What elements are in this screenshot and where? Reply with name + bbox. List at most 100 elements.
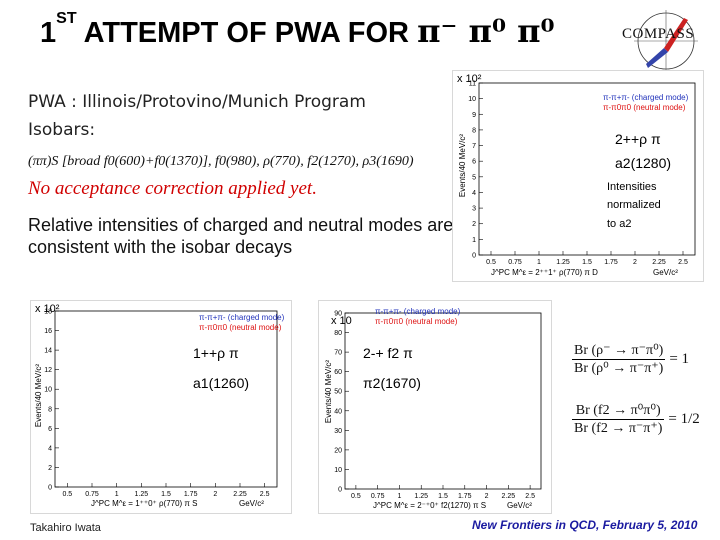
x-tick-label: 2 [213, 491, 217, 498]
slide-title: 1ST ATTEMPT OF PWA FOR π⁻ π⁰ π⁰ [40, 10, 555, 50]
legend-neutral: π-π0π0 (neutral mode) [603, 103, 686, 112]
y-tick-label: 3 [472, 206, 476, 213]
legend-neutral: π-π0π0 (neutral mode) [375, 317, 458, 326]
resonance-label: a1(1260) [193, 375, 250, 391]
ratio-f2-num: Br (f2 → π⁰π⁰) [572, 402, 665, 420]
y-tick-label: 0 [472, 253, 476, 260]
plot-scale-label: x 10 [331, 315, 352, 327]
plot-frame [54, 310, 278, 488]
plot-1pp-rho-pi: 0.5 0.75 1 1.25 1.5 1.75 2 2.25 2.5 0 2 4 6 8 10 12 14 16… [30, 300, 292, 514]
x-tick-label: 1.5 [161, 491, 171, 498]
y-tick-label: 40 [334, 408, 342, 415]
ratio-f2-den: Br (f2 → π⁻π⁺) [574, 421, 663, 436]
note-intensities: Intensities [607, 181, 657, 193]
y-tick-label: 30 [334, 428, 342, 435]
wave-label: 2-+ f2 π [363, 345, 413, 361]
y-tick-label: 20 [334, 447, 342, 454]
footer-event: New Frontiers in QCD, February 5, 2010 [472, 518, 698, 532]
plot-xunit: GeV/c² [507, 501, 532, 510]
y-tick-label: 18 [44, 309, 52, 316]
x-tick-label: 2.25 [233, 491, 247, 498]
y-tick-label: 0 [338, 487, 342, 494]
plot-xlabel: J^PC M^ε = 2⁻⁺0⁺ f2(1270) π S [373, 501, 487, 510]
x-tick-label: 1.5 [438, 493, 448, 500]
y-tick-label: 2 [472, 221, 476, 228]
ratio-f2-val: = 1/2 [668, 411, 700, 427]
y-tick-label: 7 [472, 143, 476, 150]
x-tick-label: 0.5 [486, 259, 496, 266]
x-tick-label: 1.25 [556, 259, 570, 266]
y-tick-label: 6 [472, 159, 476, 166]
x-tick-label: 2.5 [260, 491, 270, 498]
y-tick-label: 4 [48, 445, 52, 452]
legend-charged: π-π+π- (charged mode) [603, 93, 689, 102]
x-tick-label: 2 [485, 493, 489, 500]
x-tick-label: 2.25 [652, 259, 666, 266]
title-pions: π⁻ π⁰ π⁰ [417, 12, 555, 50]
plot-xlabel: J^PC M^ε = 1⁺⁺0⁺ ρ(770) π S [91, 499, 198, 508]
ratio-rho: Br (ρ⁻ → π⁻π⁰) Br (ρ⁰ → π⁻π⁺) = 1 [572, 342, 689, 377]
y-tick-label: 80 [334, 330, 342, 337]
y-tick-label: 5 [472, 174, 476, 181]
plot-2pp-svg: 0.5 0.75 1 1.25 1.5 1.75 2 2.25 2.5 0 1 2 3 4 5 6 7 8 9 10 1… [468, 81, 696, 266]
pwa-program-line: PWA : Illinois/Protovino/Munich Program [28, 92, 366, 112]
note-normalized: normalized [607, 199, 661, 211]
x-tick-label: 1 [397, 493, 401, 500]
y-tick-label: 12 [44, 367, 52, 374]
note-to-a2: to a2 [607, 218, 632, 230]
resonance-label: a2(1280) [615, 155, 672, 171]
x-tick-label: 0.75 [371, 493, 385, 500]
footer-author: Takahiro Iwata [30, 522, 101, 534]
x-tick-label: 1.75 [604, 259, 618, 266]
plot-xlabel: J^PC M^ε = 2⁺⁺1⁺ ρ(770) π D [491, 268, 598, 277]
x-tick-label: 2.5 [678, 259, 688, 266]
y-tick-label: 70 [334, 350, 342, 357]
ratio-rho-num: Br (ρ⁻ → π⁻π⁰) [572, 343, 666, 360]
plot-ylabel: Events/40 MeV/c² [324, 359, 334, 424]
y-tick-label: 14 [44, 348, 52, 355]
y-tick-label: 0 [48, 485, 52, 492]
resonance-label: π2(1670) [363, 375, 421, 391]
y-tick-label: 10 [334, 467, 342, 474]
legend-neutral: π-π0π0 (neutral mode) [199, 323, 282, 332]
y-tick-label: 9 [472, 112, 476, 119]
legend-charged: π-π+π- (charged mode) [199, 313, 285, 322]
x-tick-label: 2.5 [525, 493, 535, 500]
x-tick-label: 2.25 [502, 493, 516, 500]
x-tick-label: 1.75 [458, 493, 472, 500]
plot-2mp-svg: 0.5 0.75 1 1.25 1.5 1.75 2 2.25 2.5 0 10 20 30 40 50 60… [334, 311, 542, 500]
relative-intensity-text: Relative intensities of charged and neut… [28, 215, 454, 257]
x-tick-label: 1.5 [582, 259, 592, 266]
plot-1pp-svg: 0.5 0.75 1 1.25 1.5 1.75 2 2.25 2.5 0 2 4 6 8 10 12 14 16… [44, 309, 278, 498]
y-tick-label: 1 [472, 237, 476, 244]
plot-ylabel: Events/40 MeV/c² [458, 133, 468, 198]
compass-logo-text: COMPASS [622, 26, 695, 42]
plot-frame [344, 312, 542, 490]
plot-scale-label: x 10² [457, 73, 482, 85]
y-tick-label: 10 [44, 387, 52, 394]
plot-2mp-f2-pi: 0.5 0.75 1 1.25 1.5 1.75 2 2.25 2.5 0 10 20 30 40 50 60… [318, 300, 552, 514]
y-tick-label: 6 [48, 426, 52, 433]
x-tick-label: 0.75 [85, 491, 99, 498]
y-tick-label: 90 [334, 311, 342, 318]
x-tick-label: 2 [633, 259, 637, 266]
y-tick-label: 10 [468, 96, 476, 103]
y-tick-label: 50 [334, 389, 342, 396]
plot-xunit: GeV/c² [653, 268, 678, 277]
plot-scale-label: x 10² [35, 303, 60, 315]
y-tick-label: 8 [48, 406, 52, 413]
y-tick-label: 2 [48, 465, 52, 472]
x-tick-label: 0.5 [62, 491, 72, 498]
x-tick-label: 0.5 [351, 493, 361, 500]
x-tick-label: 1.25 [414, 493, 428, 500]
compass-logo [634, 10, 698, 72]
isobars-label: Isobars: [28, 120, 96, 140]
y-tick-label: 8 [472, 127, 476, 134]
x-tick-label: 1 [115, 491, 119, 498]
acceptance-note: No acceptance correction applied yet. [28, 178, 317, 199]
plot-2pp-rho-pi: 0.5 0.75 1 1.25 1.5 1.75 2 2.25 2.5 0 1 2 3 4 5 6 7 8 9 10 1… [452, 70, 704, 282]
isobar-list: (ππ)S [broad f0(600)+f0(1370)], f0(980),… [28, 154, 414, 169]
x-tick-label: 1.75 [184, 491, 198, 498]
y-tick-label: 11 [469, 81, 476, 88]
y-tick-label: 4 [472, 190, 476, 197]
